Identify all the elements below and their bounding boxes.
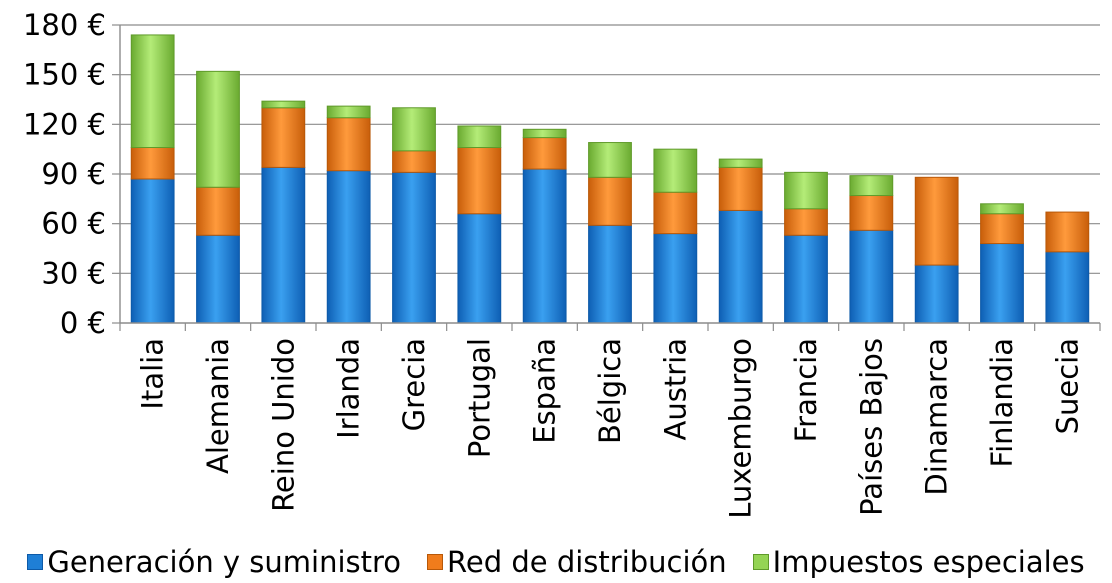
bar-segment: [914, 176, 959, 266]
bar-segment: [130, 178, 175, 324]
bar-segment: [261, 100, 306, 109]
legend-item-generacion: Generación y suministro: [27, 545, 401, 579]
y-tick-label: 180 €: [23, 8, 106, 42]
x-category-label: Luxemburgo: [724, 338, 758, 519]
x-category-labels: Italia Alemania Reino Unido Irlanda Grecia Po…: [136, 338, 1085, 519]
bar-segment: [196, 70, 240, 188]
x-category-label: España: [528, 338, 562, 444]
bars: [130, 34, 1090, 324]
x-category-label: Italia: [136, 338, 170, 410]
y-tick-labels: 0 € 30 € 60 € 90 € 120 € 150 € 180 €: [23, 8, 106, 340]
bar-segment: [522, 137, 567, 170]
x-category-label: Francia: [789, 338, 823, 442]
x-category-label: Países Bajos: [854, 338, 888, 516]
bar-segment: [980, 203, 1024, 215]
axes: [112, 24, 1101, 331]
bar-segment: [1045, 211, 1090, 253]
bar-segment: [522, 168, 567, 324]
x-category-label: Portugal: [462, 338, 496, 458]
bar-segment: [392, 171, 436, 324]
stacked-bar-chart: 0 € 30 € 60 € 90 € 120 € 150 € 180 € Italia Ale…: [23, 8, 1101, 519]
bar-segment: [849, 229, 894, 324]
bar-segment: [849, 195, 894, 231]
bar-segment: [653, 191, 698, 235]
x-category-label: Alemania: [201, 338, 235, 474]
bar-segment: [326, 170, 371, 324]
bar-segment: [392, 150, 436, 173]
bar-segment: [718, 209, 763, 324]
bar-segment: [392, 107, 436, 152]
bar-segment: [457, 147, 502, 215]
x-category-label: Bélgica: [593, 338, 627, 444]
y-tick-label: 0 €: [60, 306, 106, 340]
x-category-label: Dinamarca: [920, 338, 954, 496]
bar-segment: [130, 147, 175, 180]
bar-segment: [784, 171, 828, 210]
legend-item-impuestos: Impuestos especiales: [752, 545, 1085, 579]
bar-segment: [261, 166, 306, 324]
x-category-label: Grecia: [397, 338, 431, 431]
bar-segment: [980, 213, 1024, 245]
bar-segment: [588, 176, 632, 226]
legend-swatch-red: [427, 554, 444, 570]
bar-segment: [653, 148, 698, 193]
bar-segment: [457, 125, 502, 149]
bar-segment: [849, 175, 894, 197]
legend-item-red: Red de distribución: [427, 545, 727, 579]
bar-segment: [588, 224, 632, 324]
bar-segment: [588, 142, 632, 178]
legend-swatch-impuestos: [752, 554, 769, 570]
bar-segment: [326, 117, 371, 172]
y-tick-label: 60 €: [41, 207, 106, 241]
bar-segment: [457, 213, 502, 324]
bar-segment: [1045, 251, 1090, 324]
bar-segment: [718, 166, 763, 211]
bar-segment: [261, 107, 306, 168]
x-category-label: Austria: [658, 338, 692, 440]
bar-segment: [130, 34, 175, 149]
bar-segment: [653, 233, 698, 324]
y-tick-label: 90 €: [41, 157, 106, 191]
x-category-label: Reino Unido: [266, 338, 300, 512]
legend-swatch-generacion: [27, 554, 44, 570]
bar-segment: [196, 234, 240, 324]
bar-segment: [718, 158, 763, 168]
x-category-label: Irlanda: [332, 338, 366, 439]
bar-segment: [914, 264, 959, 324]
bar-segment: [196, 186, 240, 236]
bar-segment: [980, 243, 1024, 324]
bar-segment: [326, 105, 371, 119]
bar-segment: [784, 208, 828, 236]
x-category-label: Finlandia: [985, 338, 1019, 467]
legend-label-generacion: Generación y suministro: [47, 545, 402, 579]
legend: Generación y suministro Red de distribuc…: [0, 541, 1112, 583]
bar-segment: [784, 234, 828, 324]
y-tick-label: 120 €: [23, 107, 106, 141]
bar-segment: [522, 128, 567, 139]
x-category-label: Suecia: [1050, 338, 1084, 434]
legend-label-red: Red de distribución: [447, 545, 727, 579]
legend-label-impuestos: Impuestos especiales: [772, 545, 1085, 579]
y-tick-label: 30 €: [41, 256, 106, 290]
y-tick-label: 150 €: [23, 58, 106, 92]
